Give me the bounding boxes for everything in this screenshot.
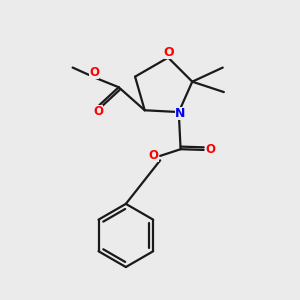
Text: O: O: [89, 66, 99, 79]
Text: O: O: [93, 104, 103, 118]
Text: O: O: [149, 149, 159, 162]
Text: O: O: [164, 46, 174, 59]
Text: O: O: [205, 143, 215, 156]
Text: N: N: [175, 107, 185, 120]
